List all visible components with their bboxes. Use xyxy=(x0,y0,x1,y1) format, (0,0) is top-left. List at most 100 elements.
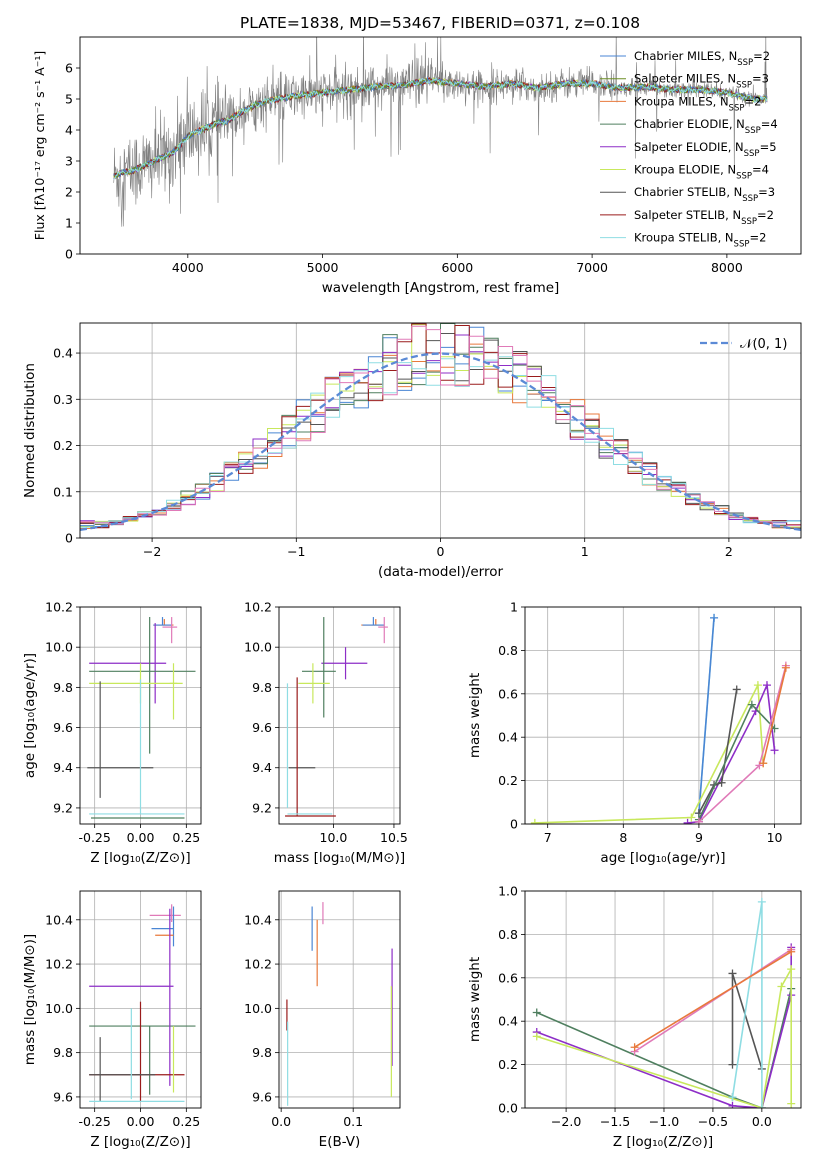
y-tick-label: 9.8 xyxy=(252,680,272,695)
weight-point xyxy=(787,965,796,974)
y-tick-label: 0.1 xyxy=(53,484,73,499)
weight_vs_Z-panel: −2.0 −1.5 −1.0 −0.5 0.0 0.0 0.2 0.4 0.6 0.8 1.0 Z [… xyxy=(467,884,802,1150)
y-tick-label: 10.4 xyxy=(45,912,73,927)
weight-point xyxy=(787,947,796,956)
weight-point xyxy=(781,663,790,672)
x-axis-label: (data-model)/error xyxy=(378,564,504,580)
x-tick-label: 7000 xyxy=(576,260,608,275)
x-axis-label: wavelength [Angstrom, rest frame] xyxy=(322,280,560,296)
mass_vs_Z-plot-area xyxy=(89,904,196,1102)
weight-point xyxy=(728,1093,737,1102)
weight-line-salpeter_elodie xyxy=(687,682,776,824)
x-tick-label: -0.25 xyxy=(78,830,110,845)
weight-line-kroupa_miles xyxy=(762,667,787,764)
y-tick-label: 0.8 xyxy=(498,643,518,658)
weight-point xyxy=(728,969,737,978)
y-tick-label: 0.0 xyxy=(498,1101,518,1116)
x-tick-label: 2 xyxy=(725,544,733,559)
spectrum-plot-area xyxy=(113,37,768,227)
weight-point xyxy=(732,685,741,694)
y-tick-label: 4 xyxy=(65,123,73,138)
y-tick-label: 0.4 xyxy=(498,1014,518,1029)
y-tick-label: 10.4 xyxy=(244,912,272,927)
histogram-pink xyxy=(80,325,801,528)
gaussian-legend-label: 𝒩(0, 1) xyxy=(740,337,787,352)
weight-point xyxy=(753,681,762,690)
y-tick-label: 1.0 xyxy=(498,884,518,899)
y-axis-label: Flux [fλ10⁻¹⁷ erg cm⁻² s⁻¹ A⁻¹] xyxy=(32,51,47,240)
y-tick-label: 0.3 xyxy=(53,392,73,407)
y-tick-label: 9.4 xyxy=(252,760,272,775)
x-axis-label: Z [log₁₀(Z/Z⊙)] xyxy=(90,850,190,866)
residuals-frame xyxy=(79,322,802,539)
weight-point xyxy=(787,1099,796,1108)
y-tick-label: 9.8 xyxy=(53,680,73,695)
weight-point xyxy=(728,1060,737,1069)
weight-point xyxy=(770,746,779,755)
y-tick-label: 6 xyxy=(65,61,73,76)
y-tick-label: 2 xyxy=(65,185,73,200)
y-tick-label: 9.6 xyxy=(53,720,73,735)
x-tick-label: 10.0 xyxy=(320,830,348,845)
weight-point xyxy=(747,700,756,709)
y-tick-label: 0.2 xyxy=(498,773,518,788)
weight-line-kroupa_elodie xyxy=(534,682,764,824)
x-axis-label: Z [log₁₀(Z/Z⊙)] xyxy=(90,1134,190,1150)
age_vs_mass-panel: 10.0 10.5 9.2 9.4 9.6 9.8 10.0 10.2 mass [log₁₀(… xyxy=(244,600,408,867)
y-tick-label: 9.6 xyxy=(53,1089,73,1104)
x-tick-label: 0.0 xyxy=(271,1114,291,1129)
x-tick-label: −1.0 xyxy=(649,1114,679,1129)
x-tick-label: −1 xyxy=(287,544,305,559)
x-tick-label: 0.00 xyxy=(127,830,155,845)
legend-entry: Chabrier ELODIE, NSSP=4 xyxy=(634,117,778,136)
y-tick-label: 0 xyxy=(65,247,73,262)
weight-line-kroupa_miles xyxy=(634,951,792,1048)
mass_vs_Z-frame xyxy=(79,890,202,1109)
age_vs_mass-plot-area xyxy=(285,617,388,817)
figure-title: PLATE=1838, MJD=53467, FIBERID=0371, z=0… xyxy=(240,14,640,32)
legend-entry: Kroupa MILES, NSSP=2 xyxy=(634,94,761,113)
weight-point xyxy=(530,818,539,824)
weight-line-pink xyxy=(634,948,792,1053)
x-tick-label: 6000 xyxy=(441,260,473,275)
x-tick-label: 0.25 xyxy=(172,1114,200,1129)
y-tick-label: 10.2 xyxy=(244,957,272,972)
age_vs_mass-frame xyxy=(278,606,401,825)
y-axis-label: mass weight xyxy=(467,673,483,758)
weight-point xyxy=(759,759,768,768)
age_vs_Z-plot-area xyxy=(87,617,196,819)
y-tick-label: 0.4 xyxy=(498,730,518,745)
weight-line-kroupa_stelib xyxy=(731,901,763,1108)
x-tick-label: 5000 xyxy=(307,260,339,275)
spectrum-frame xyxy=(79,36,802,255)
weight-line-pink xyxy=(698,665,787,823)
mass_vs_Z-panel: -0.25 0.00 0.25 9.6 9.8 10.0 10.2 10.4 Z [log₁₀(… xyxy=(22,890,202,1150)
weight-point xyxy=(710,613,719,622)
weight-line-chabrier_miles xyxy=(698,617,715,814)
weight_vs_Z-plot-area xyxy=(532,897,796,1108)
x-axis-label: Z [log₁₀(Z/Z⊙)] xyxy=(613,1134,713,1150)
legend-entry: Kroupa STELIB, NSSP=2 xyxy=(634,231,766,250)
weight-point xyxy=(694,817,703,824)
weight-point xyxy=(532,1008,541,1017)
y-tick-label: 9.8 xyxy=(252,1045,272,1060)
y-tick-label: 9.2 xyxy=(252,800,272,815)
observed-spectrum xyxy=(113,37,768,227)
weight-point xyxy=(683,818,692,824)
x-tick-label: −2.0 xyxy=(551,1114,581,1129)
legend-entry: Salpeter ELODIE, NSSP=5 xyxy=(634,140,777,159)
y-axis-label: mass weight xyxy=(467,957,483,1042)
y-tick-label: 0 xyxy=(65,531,73,546)
x-tick-label: 8000 xyxy=(711,260,743,275)
y-tick-label: 0.2 xyxy=(498,1057,518,1072)
mass_vs_ebv-plot-area xyxy=(286,902,393,1106)
weight-point xyxy=(687,813,696,822)
residuals-panel: −2 −1 0 1 2 0 0.1 0.2 0.3 0.4 (data-model)/error No… xyxy=(22,322,802,580)
age_vs_Z-panel: -0.25 0.00 0.25 9.2 9.4 9.6 9.8 10.0 10.2 Z [log₁… xyxy=(22,600,202,866)
y-tick-label: 3 xyxy=(65,154,73,169)
y-tick-label: 10.2 xyxy=(244,600,272,615)
x-tick-label: 9 xyxy=(695,830,703,845)
y-tick-label: 9.2 xyxy=(53,800,73,815)
y-tick-label: 9.4 xyxy=(53,760,73,775)
